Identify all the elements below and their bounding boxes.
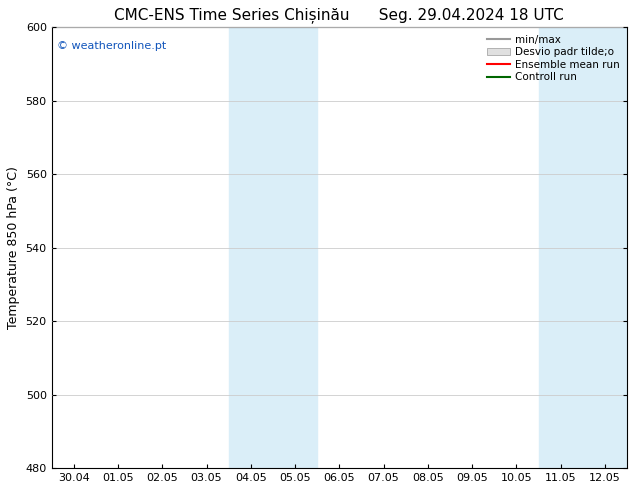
- Bar: [229, 27, 317, 468]
- Y-axis label: Temperature 850 hPa (°C): Temperature 850 hPa (°C): [7, 166, 20, 329]
- Title: CMC-ENS Time Series Chișinău      Seg. 29.04.2024 18 UTC: CMC-ENS Time Series Chișinău Seg. 29.04.…: [115, 7, 564, 23]
- Bar: [538, 27, 627, 468]
- Legend: min/max, Desvio padr tilde;o, Ensemble mean run, Controll run: min/max, Desvio padr tilde;o, Ensemble m…: [485, 32, 622, 84]
- Text: © weatheronline.pt: © weatheronline.pt: [57, 41, 167, 50]
